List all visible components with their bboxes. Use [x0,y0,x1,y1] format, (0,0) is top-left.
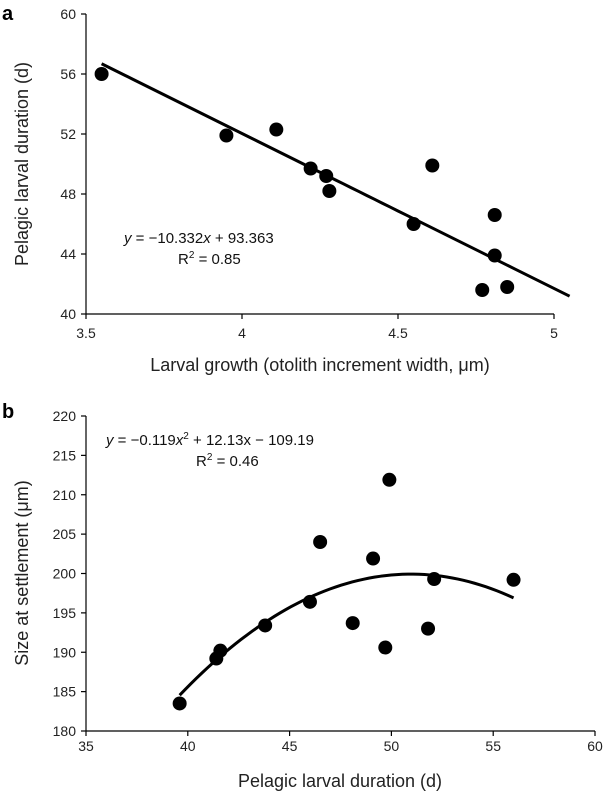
panel-b-y-tick-label: 210 [53,487,77,503]
panel-a-y-tick-label: 44 [60,246,76,262]
panel-b-x-tick-label: 50 [384,738,400,754]
panel-a-data-point [322,184,337,198]
panel-a-r-squared: R2 = 0.85 [178,250,241,268]
panel-letter-a: a [2,3,14,25]
panel-b-data-point [313,535,328,549]
panel-b: b 180 185 190 195 200 205 210 215 220 35 40 45 50 55… [2,401,603,791]
panel-a-y-tick-label: 48 [60,186,76,202]
panel-a-data-point [219,128,234,143]
panel-a-data-point [319,169,334,183]
panel-a-x-tick-label: 4 [238,325,246,341]
panel-a-x-axis-title: Larval growth (otolith increment width, … [150,355,490,375]
panel-b-data-point [382,472,397,487]
panel-a: a 40 44 48 52 56 60 3.5 4 4.5 5 Pelagic larval d… [2,3,571,375]
panel-a-x-tick-label: 4.5 [388,325,408,341]
panel-a-y-tick-label: 56 [60,66,76,82]
panel-b-data-point [345,616,360,631]
panel-b-x-tick-label: 55 [485,738,501,754]
panel-b-y-tick-label: 195 [53,605,77,621]
panel-b-data-point [427,572,442,587]
panel-a-data-point [303,161,318,176]
panel-b-x-tick-label: 35 [78,738,94,754]
panel-a-y-axis-title: Pelagic larval duration (d) [12,62,32,266]
panel-b-data-point [366,551,381,566]
panel-b-y-tick-label: 205 [53,526,77,542]
panel-b-data-point [258,618,273,633]
panel-a-data-point [406,217,421,231]
panel-b-data-point [302,594,317,609]
panel-a-data-point [487,248,502,263]
panel-a-x-tick-label: 3.5 [76,325,96,341]
panel-a-x-tick-label: 5 [550,325,558,341]
panel-b-x-axis-title: Pelagic larval duration (d) [238,771,442,791]
panel-b-y-tick-label: 185 [53,684,77,700]
panel-a-data-point [94,67,109,81]
panel-a-equation: y = −10.332x + 93.363 [123,230,274,247]
panel-b-x-tick-label: 60 [587,738,603,754]
panel-a-data-point [425,158,440,173]
panel-b-x-tick-label: 40 [180,738,196,754]
panel-a-data-point [500,280,515,294]
panel-a-y-tick-label: 40 [60,306,76,322]
panel-a-data-point [487,208,502,222]
panel-b-data-point [421,621,436,636]
panel-b-x-tick-label: 45 [282,738,298,754]
panel-a-fit-line [100,62,571,298]
panel-b-y-tick-label: 180 [53,723,77,739]
panel-b-equation: y = −0.119x2 + 12.13x − 109.19 [105,431,314,449]
panel-b-y-tick-label: 190 [53,644,77,660]
panel-b-data-point [506,572,521,587]
panel-b-y-tick-label: 220 [53,408,77,424]
panel-b-y-tick-label: 200 [53,566,77,582]
panel-a-y-tick-label: 60 [60,6,76,22]
panel-b-data-point [378,640,393,655]
panel-a-y-tick-label: 52 [60,126,76,142]
panel-b-data-point [172,696,187,711]
panel-letter-b: b [2,401,14,423]
panel-b-fit-curve [178,572,515,697]
panel-b-y-axis-title: Size at settlement (μm) [12,480,32,665]
panel-b-data-point [213,643,228,658]
panel-b-y-tick-label: 215 [53,447,77,463]
panel-b-r-squared: R2 = 0.46 [196,452,259,470]
panel-a-data-point [269,122,284,137]
panel-a-data-point [475,283,490,297]
